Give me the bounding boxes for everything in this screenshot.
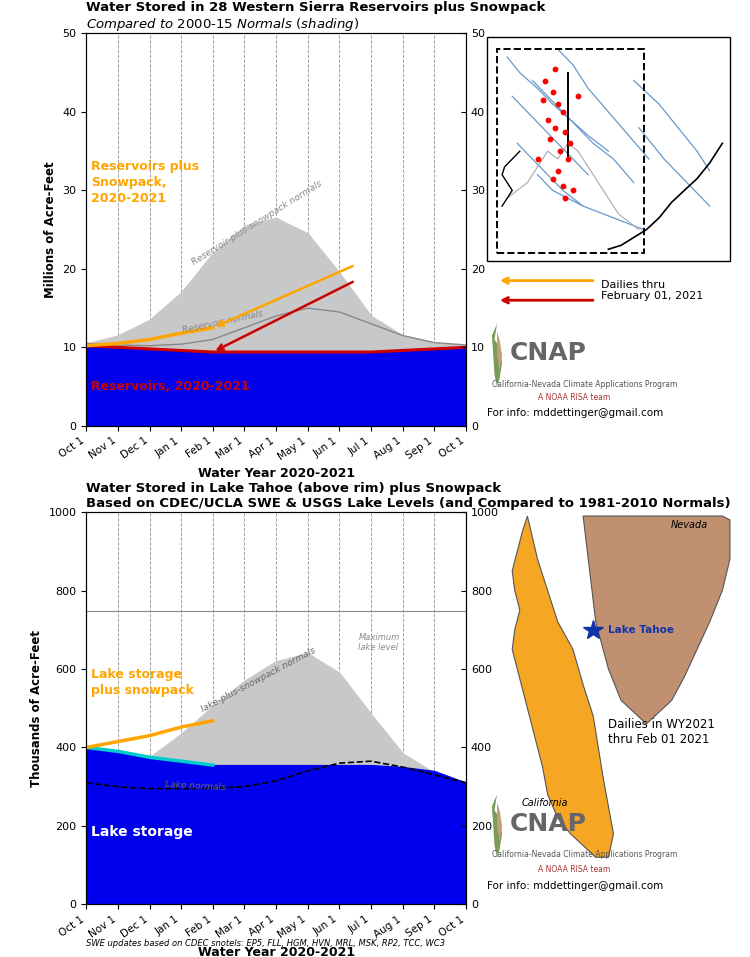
- Polygon shape: [583, 516, 730, 723]
- Polygon shape: [512, 516, 613, 857]
- Text: For info: mddettinger@gmail.com: For info: mddettinger@gmail.com: [487, 881, 663, 892]
- Text: Reservoirs plus
Snowpack,
2020-2021: Reservoirs plus Snowpack, 2020-2021: [91, 160, 199, 205]
- Point: [549, 120, 561, 135]
- Text: lake-plus-snowpack normals: lake-plus-snowpack normals: [200, 646, 318, 714]
- Polygon shape: [497, 332, 502, 371]
- Text: For info: mddettinger@gmail.com: For info: mddettinger@gmail.com: [487, 408, 663, 418]
- Text: Reservoir-plus-snowpack normals: Reservoir-plus-snowpack normals: [190, 179, 324, 267]
- Point: [560, 190, 572, 206]
- Text: Lake Tahoe: Lake Tahoe: [608, 625, 674, 634]
- Point: [532, 151, 544, 167]
- Text: SWE updates based on CDEC snotels: EP5, FLL, HGM, HVN, MRL, MSK, RP2, TCC, WC3: SWE updates based on CDEC snotels: EP5, …: [86, 939, 446, 947]
- Text: CNAP: CNAP: [510, 342, 586, 366]
- X-axis label: Water Year 2020-2021: Water Year 2020-2021: [197, 467, 355, 480]
- Text: Nevada: Nevada: [670, 520, 708, 530]
- Polygon shape: [492, 794, 502, 857]
- Point: [556, 179, 568, 194]
- Point: [554, 144, 566, 159]
- Text: California-Nevada Climate Applications Program: California-Nevada Climate Applications P…: [492, 850, 677, 859]
- Y-axis label: Thousands of Acre-Feet: Thousands of Acre-Feet: [30, 630, 43, 787]
- Point: [547, 84, 559, 100]
- Text: A NOAA RISA team: A NOAA RISA team: [538, 865, 610, 874]
- Polygon shape: [497, 802, 502, 841]
- Text: Dailies thru
February 01, 2021: Dailies thru February 01, 2021: [601, 279, 703, 301]
- Point: [536, 93, 548, 108]
- Text: California: California: [522, 798, 568, 809]
- Text: Dailies in WY2021
thru Feb 01 2021: Dailies in WY2021 thru Feb 01 2021: [608, 718, 715, 746]
- X-axis label: Water Year 2020-2021: Water Year 2020-2021: [197, 946, 355, 957]
- Point: [552, 97, 564, 112]
- Point: [544, 132, 556, 147]
- Text: Lake storage
plus snowpack: Lake storage plus snowpack: [91, 669, 194, 698]
- Point: [549, 61, 561, 77]
- Text: Reservoirs, 2020-2021: Reservoirs, 2020-2021: [91, 381, 250, 393]
- Text: Lake normals: Lake normals: [165, 781, 226, 792]
- Y-axis label: Millions of Acre-Feet: Millions of Acre-Feet: [44, 162, 57, 298]
- Text: California-Nevada Climate Applications Program: California-Nevada Climate Applications P…: [492, 380, 677, 389]
- Point: [572, 89, 584, 104]
- Point: [560, 123, 572, 139]
- Text: Maximum
lake level: Maximum lake level: [358, 633, 400, 652]
- Text: A NOAA RISA team: A NOAA RISA team: [538, 393, 610, 402]
- Point: [556, 104, 568, 120]
- Text: Lake storage: Lake storage: [91, 825, 193, 838]
- Point: [539, 73, 551, 88]
- Bar: [487, 37, 730, 261]
- Point: [567, 183, 579, 198]
- Text: Reservoir normals: Reservoir normals: [182, 309, 263, 335]
- Polygon shape: [492, 323, 502, 387]
- Point: [565, 136, 577, 151]
- Point: [552, 163, 564, 178]
- Point: [542, 112, 554, 127]
- Point: [547, 171, 559, 187]
- Text: Water Stored in Lake Tahoe (above rim) plus Snowpack
Based on CDEC/UCLA SWE & US: Water Stored in Lake Tahoe (above rim) p…: [86, 481, 730, 509]
- Text: Water Stored in 28 Western Sierra Reservoirs plus Snowpack
$\mathit{Compared\ to: Water Stored in 28 Western Sierra Reserv…: [86, 1, 545, 33]
- Point: [562, 151, 574, 167]
- Text: CNAP: CNAP: [510, 812, 586, 836]
